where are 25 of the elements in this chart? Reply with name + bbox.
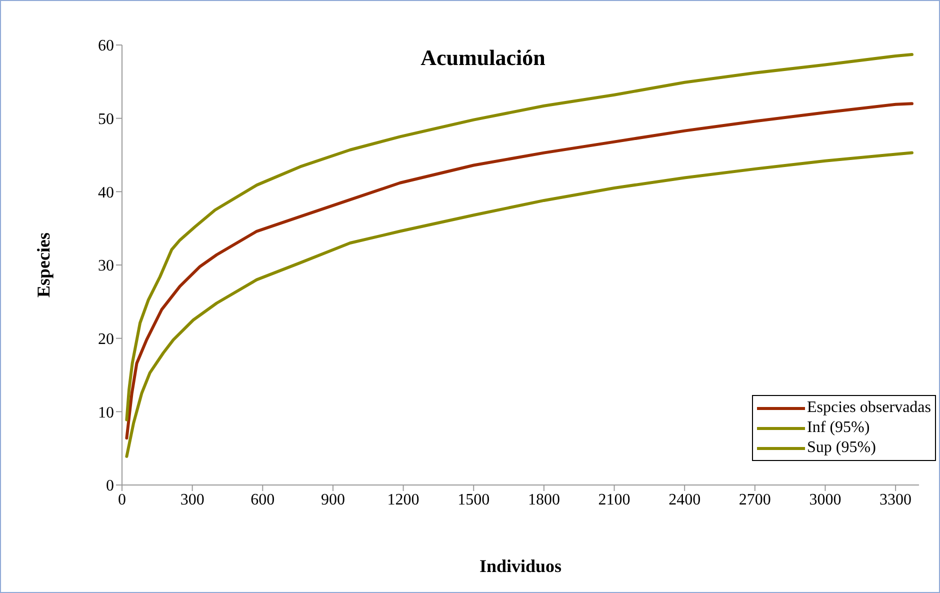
x-tick-label: 0 bbox=[118, 491, 126, 508]
x-tick-label: 3300 bbox=[880, 491, 912, 508]
x-tick-label: 2700 bbox=[738, 491, 771, 508]
y-tick-label: 50 bbox=[98, 111, 114, 128]
x-tick-label: 1800 bbox=[528, 491, 560, 508]
y-tick-label: 0 bbox=[106, 478, 114, 495]
x-tick-label: 2400 bbox=[668, 491, 701, 508]
x-tick-label: 600 bbox=[250, 491, 275, 508]
legend-label: Espcies observadas bbox=[807, 398, 931, 418]
x-tick-label: 2100 bbox=[598, 491, 630, 508]
y-tick-label: 10 bbox=[98, 404, 114, 422]
x-tick-label: 900 bbox=[320, 491, 345, 508]
x-tick-label: 1500 bbox=[458, 491, 490, 508]
x-tick-label: 300 bbox=[180, 491, 204, 508]
x-axis-title: Individuos bbox=[479, 556, 562, 576]
x-tick-label: 3000 bbox=[809, 491, 842, 508]
legend-label: Sup (95%) bbox=[807, 438, 876, 458]
y-tick-label: 20 bbox=[98, 331, 114, 348]
y-tick-label: 60 bbox=[98, 38, 114, 55]
chart-title: Acumulación bbox=[420, 45, 546, 71]
y-tick-label: 40 bbox=[98, 184, 114, 202]
y-tick-label: 30 bbox=[98, 258, 114, 275]
y-axis-title: Especies bbox=[33, 232, 54, 298]
legend-label: Inf (95%) bbox=[807, 418, 870, 438]
x-tick-label: 1200 bbox=[387, 491, 420, 508]
